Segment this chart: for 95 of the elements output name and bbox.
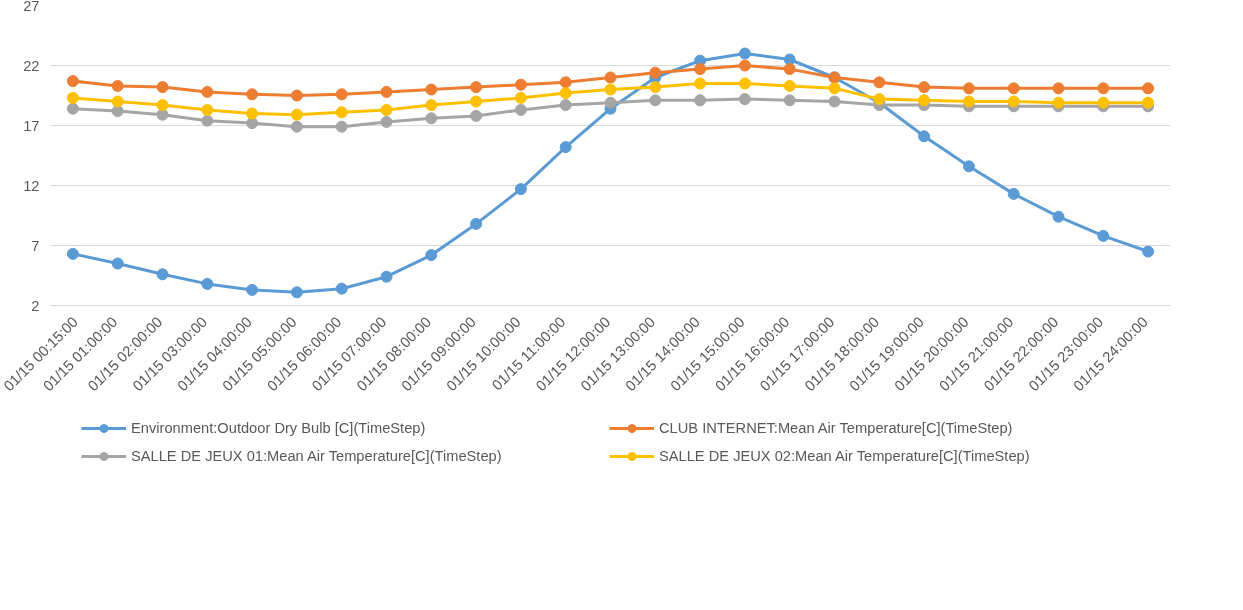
point (290, 108, 303, 121)
point (201, 114, 214, 127)
point (380, 103, 393, 116)
point (738, 77, 751, 90)
point (201, 103, 214, 116)
point (380, 85, 393, 98)
point (156, 268, 169, 281)
point (470, 95, 483, 108)
point (828, 95, 841, 108)
point (649, 81, 662, 94)
point (514, 103, 527, 116)
point (246, 88, 259, 101)
point (783, 94, 796, 107)
point (783, 63, 796, 76)
y-tick-label: 27 (23, 0, 40, 14)
point (201, 85, 214, 98)
point (694, 94, 707, 107)
point (335, 282, 348, 295)
point (514, 91, 527, 104)
legend-label: CLUB INTERNET:Mean Air Temperature[C](TimeStep) (659, 420, 1014, 436)
point (918, 130, 931, 143)
y-tick-label: 17 (23, 117, 40, 134)
point (156, 81, 169, 94)
point (1142, 82, 1155, 95)
point (738, 59, 751, 72)
point (1007, 82, 1020, 95)
point (66, 91, 79, 104)
point (66, 102, 79, 115)
point (828, 82, 841, 95)
point (514, 183, 527, 196)
point (559, 141, 572, 154)
point (604, 96, 617, 109)
point (290, 286, 303, 299)
point (918, 94, 931, 107)
point (335, 120, 348, 133)
point (1052, 210, 1065, 223)
y-tick-label: 2 (31, 297, 40, 314)
point (694, 77, 707, 90)
point (783, 79, 796, 92)
point (1097, 82, 1110, 95)
point (962, 95, 975, 108)
point (425, 112, 438, 125)
point (335, 106, 348, 119)
point (604, 83, 617, 96)
legend-label: SALLE DE JEUX 01:Mean Air Temperature[C](TimeStep) (131, 448, 503, 464)
point (738, 47, 751, 60)
point (380, 115, 393, 128)
point (783, 53, 796, 66)
point (918, 81, 931, 94)
point (1007, 187, 1020, 200)
point (1052, 82, 1065, 95)
point (694, 63, 707, 76)
point (470, 109, 483, 122)
point (1007, 95, 1020, 108)
legend-label: Environment:Outdoor Dry Bulb [C](TimeStep) (131, 420, 427, 436)
point (559, 76, 572, 89)
point (201, 277, 214, 290)
point (470, 81, 483, 94)
point (66, 247, 79, 260)
point (1097, 96, 1110, 109)
point (1052, 96, 1065, 109)
point (246, 283, 259, 296)
point (1142, 245, 1155, 258)
point (290, 120, 303, 133)
point (649, 94, 662, 107)
legend-label: SALLE DE JEUX 02:Mean Air Temperature[C](TimeStep) (659, 448, 1031, 464)
point (738, 93, 751, 106)
point (246, 117, 259, 130)
point (962, 82, 975, 95)
point (559, 99, 572, 112)
point (425, 99, 438, 112)
point (425, 249, 438, 262)
point (873, 76, 886, 89)
point (111, 105, 124, 118)
point (111, 95, 124, 108)
point (1142, 96, 1155, 109)
point (470, 217, 483, 230)
point (559, 87, 572, 100)
point (514, 78, 527, 91)
point (962, 160, 975, 173)
y-tick-label: 22 (23, 57, 40, 74)
point (290, 89, 303, 102)
point (111, 79, 124, 92)
point (156, 99, 169, 112)
point (66, 75, 79, 88)
point (425, 83, 438, 96)
point (380, 270, 393, 283)
point (649, 66, 662, 79)
point (111, 257, 124, 270)
y-tick-label: 12 (23, 177, 40, 194)
point (1097, 229, 1110, 242)
point (604, 71, 617, 84)
point (335, 88, 348, 101)
point (246, 107, 259, 120)
y-tick-label: 7 (31, 237, 40, 254)
